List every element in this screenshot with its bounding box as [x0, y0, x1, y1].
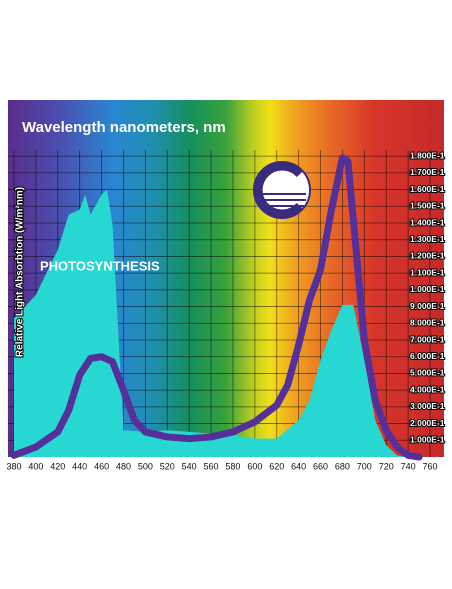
x-tick-label: 400	[28, 461, 43, 471]
x-tick-label: 680	[335, 461, 350, 471]
logo	[253, 161, 311, 219]
x-tick-label: 580	[225, 461, 240, 471]
photosynthesis-area	[14, 189, 409, 458]
x-tick-label: 700	[357, 461, 372, 471]
y-tick-label: 1.000E-1	[410, 435, 445, 445]
chart-title: Wavelength nanometers, nm	[22, 119, 226, 136]
x-tick-label: 500	[138, 461, 153, 471]
y-tick-label: 6.000E-1	[410, 351, 445, 361]
grid	[8, 150, 444, 457]
x-tick-label: 660	[313, 461, 328, 471]
x-tick-label: 640	[291, 461, 306, 471]
y-tick-label: 1.800E-1	[410, 150, 445, 160]
x-tick-label: 620	[269, 461, 284, 471]
y-tick-label: 9.000E-1	[410, 301, 445, 311]
x-tick-label: 440	[72, 461, 87, 471]
x-tick-label: 760	[422, 461, 437, 471]
plot	[10, 154, 423, 461]
annotation: PHOTOSYNTHESIS	[40, 258, 160, 273]
y-tick-label: 1.500E-1	[410, 201, 445, 211]
x-tick-label: 540	[182, 461, 197, 471]
x-tick-label: 600	[247, 461, 262, 471]
y-tick-label: 7.000E-1	[410, 334, 445, 344]
absorption-line	[10, 154, 423, 461]
y-tick-label: 1.200E-1	[410, 251, 445, 261]
x-tick-label: 720	[379, 461, 394, 471]
y-tick-label: 5.000E-1	[410, 368, 445, 378]
y-tick-label: 1.100E-1	[410, 267, 445, 277]
y-axis-label: Relative Light Absorbtion (W/m²nm)	[15, 187, 26, 357]
y-tick-label: 1.600E-1	[410, 184, 445, 194]
x-tick-label: 740	[401, 461, 416, 471]
y-tick-label: 4.000E-1	[410, 384, 445, 394]
y-tick-label: 1.000E-1	[410, 284, 445, 294]
y-tick-label: 1.700E-1	[410, 167, 445, 177]
y-tick-label: 1.300E-1	[410, 234, 445, 244]
x-tick-label: 520	[160, 461, 175, 471]
x-tick-label: 560	[204, 461, 219, 471]
y-tick-label: 2.000E-1	[410, 418, 445, 428]
x-tick-label: 460	[94, 461, 109, 471]
x-tick-label: 480	[116, 461, 131, 471]
y-tick-label: 8.000E-1	[410, 318, 445, 328]
x-tick-label: 420	[50, 461, 65, 471]
x-tick-label: 380	[6, 461, 21, 471]
y-tick-label: 1.400E-1	[410, 217, 445, 227]
y-tick-label: 3.000E-1	[410, 401, 445, 411]
